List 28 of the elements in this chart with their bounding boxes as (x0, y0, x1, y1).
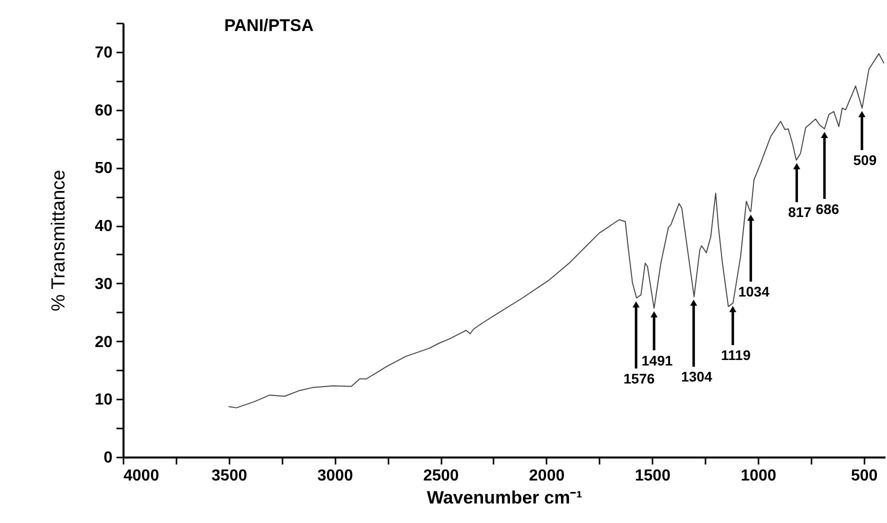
y-tick-label: 60 (94, 102, 113, 120)
x-tick-label: 4000 (124, 468, 160, 484)
annotation: 1576 (624, 370, 655, 386)
x-tick-label: 500 (850, 468, 878, 484)
annotation: 817 (788, 204, 812, 220)
x-axis-title: Wavenumber cm⁻¹ (426, 488, 582, 508)
annotation: 686 (816, 200, 840, 217)
chart-title: PANI/PTSA (224, 16, 314, 35)
x-tick-label: 1500 (634, 468, 671, 484)
x-tick-label: 2500 (423, 468, 459, 484)
x-tick-label: 3000 (317, 468, 354, 484)
x-tick-label: 1000 (740, 468, 776, 484)
y-tick-label: 50 (94, 160, 113, 178)
annotation: 509 (853, 152, 877, 168)
annotation: 1304 (681, 368, 712, 385)
line-series (228, 53, 884, 408)
y-axis-title: % Transmittance (48, 170, 70, 312)
y-tick-label: 20 (94, 334, 113, 351)
annotation: 1034 (738, 284, 770, 300)
y-tick-label: 70 (94, 44, 113, 62)
y-tick-label: 40 (94, 218, 113, 236)
y-tick-label: 0 (104, 450, 113, 466)
x-tick-label: 2000 (529, 468, 565, 484)
annotation: 1491 (641, 352, 673, 368)
annotation: 1119 (721, 347, 751, 364)
y-tick-label: 10 (94, 392, 113, 409)
x-tick-label: 3500 (212, 468, 248, 484)
y-tick-label: 30 (94, 276, 113, 293)
